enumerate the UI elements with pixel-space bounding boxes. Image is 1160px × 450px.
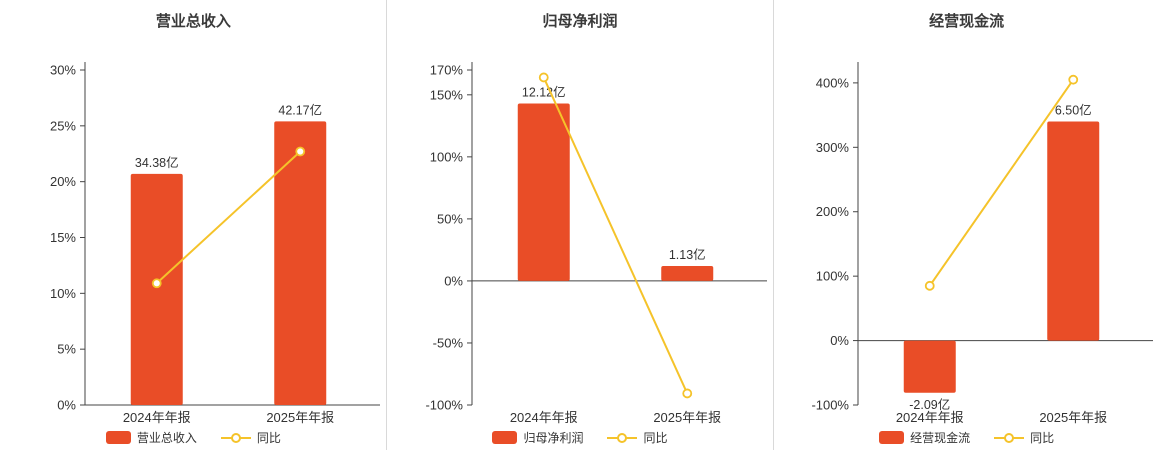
y-tick-label: -50% xyxy=(432,335,463,350)
legend-item-bar[interactable]: 经营现金流 xyxy=(879,429,970,446)
panel-divider-1 xyxy=(386,0,387,450)
bar-value-label: 6.50亿 xyxy=(1055,103,1092,118)
y-tick-label: 100% xyxy=(816,269,850,284)
chart-panel-net-profit: 归母净利润 170% 150% 100% 50% 0% -50% -100% 12.12亿 1.… xyxy=(387,0,774,450)
y-tick-label: 300% xyxy=(816,140,850,155)
chart-panel-cash-flow: 经营现金流 400% 300% 200% 100% 0% -100% -2.09亿 6.50亿… xyxy=(773,0,1160,450)
cash-flow-chart-canvas: 400% 300% 200% 100% 0% -100% -2.09亿 6.50亿 2024年年… xyxy=(812,62,1154,425)
x-category-label: 2025年年报 xyxy=(1040,410,1108,425)
y-tick-label: 0% xyxy=(57,397,76,412)
x-category-label: 2024年年报 xyxy=(509,410,577,425)
bar-value-label: 34.38亿 xyxy=(135,155,179,170)
yoy-line-marker[interactable] xyxy=(1068,74,1079,85)
yoy-line-marker[interactable] xyxy=(295,146,306,157)
panel-divider-2 xyxy=(773,0,774,450)
y-tick-label: 25% xyxy=(50,118,76,133)
chart-legend-net-profit: 归母净利润 同比 xyxy=(387,429,774,446)
x-category-label: 2024年年报 xyxy=(896,410,964,425)
line-series-swatch xyxy=(220,432,251,443)
bar-2025年年报[interactable] xyxy=(660,266,713,281)
bar-series-swatch xyxy=(105,431,131,444)
bar-series-swatch xyxy=(492,431,518,444)
yoy-line-path xyxy=(542,77,688,394)
x-category-label: 2024年年报 xyxy=(123,410,191,425)
bar-2024年年报[interactable] xyxy=(517,103,570,281)
y-tick-label: 30% xyxy=(50,63,76,78)
line-series-label: 同比 xyxy=(1030,431,1055,445)
yoy-line-path xyxy=(929,79,1075,287)
yoy-line-marker[interactable] xyxy=(682,388,692,399)
net-profit-chart-canvas: 170% 150% 100% 50% 0% -50% -100% 12.12亿 1.13亿 202… xyxy=(425,62,767,425)
y-tick-label: 170% xyxy=(429,63,463,78)
bar-value-label: -2.09亿 xyxy=(910,397,951,412)
bar-2025年年报[interactable] xyxy=(1047,121,1100,341)
bar-2025年年报[interactable] xyxy=(274,121,327,405)
yoy-line-marker[interactable] xyxy=(925,280,935,291)
chart-legend-revenue: 营业总收入 同比 xyxy=(0,429,387,446)
bar-2024年年报[interactable] xyxy=(130,173,183,405)
chart-title-cash-flow: 经营现金流 xyxy=(929,13,1005,30)
bar-value-label: 42.17亿 xyxy=(278,102,322,117)
x-category-label: 2025年年报 xyxy=(266,410,334,425)
legend-item-line[interactable]: 同比 xyxy=(994,429,1054,446)
revenue-chart-canvas: 30% 25% 20% 15% 10% 5% 0% 34.38亿 42.17亿 2024年年报 20… xyxy=(50,62,380,425)
y-tick-label: 400% xyxy=(816,75,850,90)
line-series-swatch xyxy=(994,432,1025,443)
x-category-label: 2025年年报 xyxy=(653,410,721,425)
bar-2024年年报[interactable] xyxy=(904,340,957,393)
yoy-line-marker[interactable] xyxy=(538,72,549,83)
line-series-label: 同比 xyxy=(256,431,281,445)
bar-series-label: 经营现金流 xyxy=(910,431,971,445)
chart-title-net-profit: 归母净利润 xyxy=(542,13,618,30)
y-tick-label: 0% xyxy=(831,333,850,348)
line-series-label: 同比 xyxy=(643,431,668,445)
y-tick-label: 15% xyxy=(50,230,76,245)
legend-item-bar[interactable]: 归母净利润 xyxy=(492,429,583,446)
bar-series-label: 归母净利润 xyxy=(523,431,584,445)
yoy-line-path xyxy=(156,150,301,285)
y-tick-label: 0% xyxy=(444,273,463,288)
y-tick-label: 50% xyxy=(437,211,463,226)
y-tick-label: -100% xyxy=(425,397,463,412)
yoy-line-marker[interactable] xyxy=(151,278,162,289)
bar-series-swatch xyxy=(879,431,905,444)
legend-item-line[interactable]: 同比 xyxy=(607,429,668,446)
legend-item-line[interactable]: 同比 xyxy=(220,429,281,446)
bar-value-label: 12.12亿 xyxy=(522,85,566,100)
y-tick-label: 100% xyxy=(429,149,463,164)
y-tick-label: -100% xyxy=(812,397,850,412)
chart-legend-cash-flow: 经营现金流 同比 xyxy=(773,429,1160,446)
y-tick-label: 5% xyxy=(57,342,76,357)
bar-value-label: 1.13亿 xyxy=(669,247,706,262)
chart-title-revenue: 营业总收入 xyxy=(155,13,231,30)
y-tick-label: 200% xyxy=(816,204,850,219)
line-series-swatch xyxy=(607,432,638,443)
legend-item-bar[interactable]: 营业总收入 xyxy=(105,429,197,446)
y-tick-label: 10% xyxy=(50,286,76,301)
chart-panel-revenue: 营业总收入 30% 25% 20% 15% 10% 5% 0% 34.38亿 42.17亿 202… xyxy=(0,0,387,450)
y-tick-label: 20% xyxy=(50,174,76,189)
bar-series-label: 营业总收入 xyxy=(136,431,197,445)
y-tick-label: 150% xyxy=(429,87,463,102)
